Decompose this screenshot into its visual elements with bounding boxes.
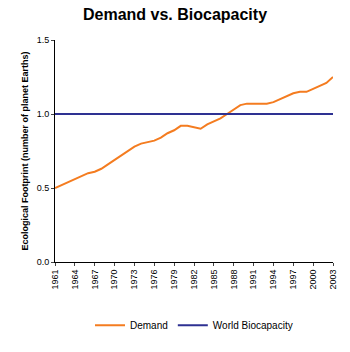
svg-text:1976: 1976 xyxy=(149,270,159,290)
svg-text:Demand vs. Biocapacity: Demand vs. Biocapacity xyxy=(83,6,267,23)
svg-text:1997: 1997 xyxy=(288,270,298,290)
svg-text:World Biocapacity: World Biocapacity xyxy=(213,320,293,331)
svg-text:1988: 1988 xyxy=(229,270,239,290)
svg-text:1985: 1985 xyxy=(209,270,219,290)
svg-text:2003: 2003 xyxy=(328,270,338,290)
svg-text:1982: 1982 xyxy=(189,270,199,290)
svg-text:1.0: 1.0 xyxy=(37,109,50,119)
svg-text:1.5: 1.5 xyxy=(37,35,50,45)
svg-text:1970: 1970 xyxy=(109,270,119,290)
svg-text:1964: 1964 xyxy=(70,270,80,290)
svg-text:1961: 1961 xyxy=(50,270,60,290)
svg-text:0.0: 0.0 xyxy=(37,257,50,267)
svg-text:0.5: 0.5 xyxy=(37,183,50,193)
svg-text:1994: 1994 xyxy=(268,270,278,290)
svg-text:1991: 1991 xyxy=(248,270,258,290)
svg-text:Ecological Footprint (number o: Ecological Footprint (number of planet E… xyxy=(20,51,30,250)
svg-text:1973: 1973 xyxy=(129,270,139,290)
svg-text:2000: 2000 xyxy=(308,270,318,290)
svg-text:1979: 1979 xyxy=(169,270,179,290)
svg-text:Demand: Demand xyxy=(130,320,168,331)
svg-text:1967: 1967 xyxy=(90,270,100,290)
